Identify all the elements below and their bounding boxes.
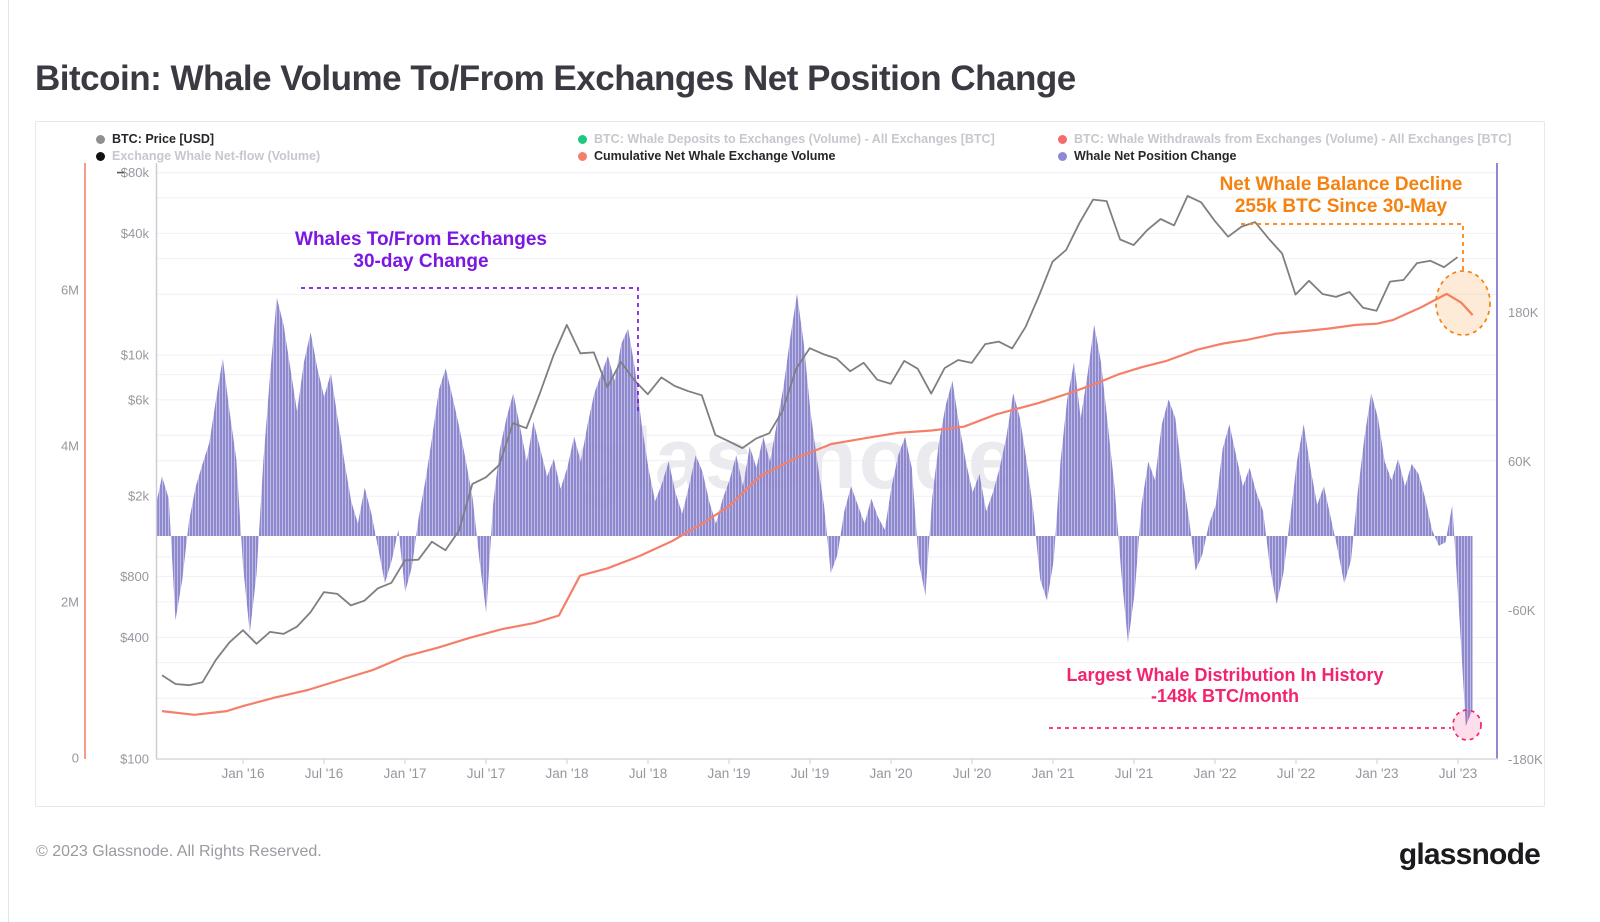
legend-item-whale-withdrawals[interactable]: BTC: Whale Withdrawals from Exchanges (V… <box>1058 131 1511 147</box>
price-axis-label: $2k <box>128 489 149 504</box>
annotation-whales-30day-change: Whales To/From Exchanges 30-day Change <box>295 229 547 274</box>
window-edge-line <box>8 0 9 922</box>
x-axis-tick-label: Jul '16 <box>305 766 344 781</box>
legend-dot <box>578 151 587 161</box>
annotation-circle-largest-whale-distribution <box>1452 709 1482 741</box>
legend-item-exchange-whale-netflow[interactable]: Exchange Whale Net-flow (Volume) <box>96 148 320 164</box>
legend-dot <box>578 134 587 144</box>
x-axis-tick-label: Jul '18 <box>629 766 668 781</box>
series-cumulative-net-whale-volume <box>161 292 1474 716</box>
x-axis-tick-label: Jan '23 <box>1355 766 1398 781</box>
legend-item-whale-deposits[interactable]: BTC: Whale Deposits to Exchanges (Volume… <box>578 131 995 147</box>
x-axis-tick-label: Jan '20 <box>869 766 912 781</box>
glassnode-logo: glassnode <box>1398 838 1541 871</box>
legend-label: Whale Net Position Change <box>1074 149 1237 163</box>
page-title: Bitcoin: Whale Volume To/From Exchanges … <box>35 59 1076 99</box>
x-axis-tick-label: Jul '23 <box>1439 766 1478 781</box>
price-axis-label: $100 <box>120 752 149 767</box>
price-axis-label: $800 <box>120 569 149 584</box>
annotation-dash-net-whale-balance-decline <box>1241 223 1464 271</box>
right-axis-label: 180K <box>1508 305 1539 320</box>
annotation-dash-whales-30day <box>301 287 639 411</box>
legend-label: Cumulative Net Whale Exchange Volume <box>594 149 836 163</box>
legend-item-cumulative-net-whale-volume[interactable]: Cumulative Net Whale Exchange Volume <box>578 148 836 164</box>
legend-item-whale-net-position-change[interactable]: Whale Net Position Change <box>1058 148 1237 164</box>
legend-dot <box>96 134 105 144</box>
annotation-largest-whale-distribution: Largest Whale Distribution In History -1… <box>1066 665 1383 707</box>
volume-axis-label: 0 <box>72 751 79 766</box>
volume-axis-label: 4M <box>61 439 79 454</box>
right-axis-label: -60K <box>1508 603 1536 618</box>
x-axis-tick-label: Jan '21 <box>1031 766 1074 781</box>
price-axis-label: $10k <box>121 348 150 363</box>
right-axis-label: -180K <box>1508 752 1543 767</box>
x-axis-tick-label: Jul '22 <box>1277 766 1316 781</box>
x-axis-tick-label: Jul '21 <box>1115 766 1154 781</box>
legend-label: BTC: Whale Deposits to Exchanges (Volume… <box>594 132 995 146</box>
price-axis-label: $80k <box>121 165 150 180</box>
annotation-line: Whales To/From Exchanges <box>295 229 547 250</box>
price-axis-label: $6k <box>128 392 149 407</box>
x-axis-tick-label: Jan '18 <box>545 766 588 781</box>
annotation-net-whale-balance-decline: Net Whale Balance Decline 255k BTC Since… <box>1220 174 1463 219</box>
legend-dot <box>1058 151 1067 161</box>
price-axis-label: $40k <box>121 226 150 241</box>
legend-dot <box>1058 134 1067 144</box>
legend-label: BTC: Whale Withdrawals from Exchanges (V… <box>1074 132 1512 146</box>
x-axis-tick-label: Jul '17 <box>467 766 506 781</box>
legend-label: Exchange Whale Net-flow (Volume) <box>112 149 321 163</box>
x-axis-tick-label: Jan '16 <box>221 766 264 781</box>
annotation-circle-net-whale-balance-decline <box>1435 270 1491 336</box>
x-axis-tick-label: Jul '20 <box>953 766 992 781</box>
annotation-line: -148k BTC/month <box>1150 686 1300 707</box>
series-whale-net-position-change <box>157 293 1473 726</box>
annotation-line: 30-day Change <box>353 251 489 273</box>
annotation-line: Largest Whale Distribution In History <box>1066 665 1384 685</box>
x-axis-tick-label: Jul '19 <box>791 766 830 781</box>
series-btc-price <box>161 194 1459 687</box>
annotation-line: Net Whale Balance Decline <box>1219 174 1463 195</box>
price-axis-label: $400 <box>120 630 149 645</box>
volume-axis-label: 2M <box>61 595 79 610</box>
legend-dot <box>96 151 105 161</box>
x-axis-tick-label: Jan '22 <box>1193 766 1236 781</box>
right-axis-label: 60K <box>1508 454 1531 469</box>
x-axis-tick-label: Jan '17 <box>383 766 426 781</box>
copyright-text: © 2023 Glassnode. All Rights Reserved. <box>36 843 322 860</box>
x-axis-tick-label: Jan '19 <box>707 766 750 781</box>
chart-panel: BTC: Price [USD] Exchange Whale Net-flow … <box>35 121 1545 807</box>
legend-label: BTC: Price [USD] <box>112 132 215 146</box>
legend-item-btc-price[interactable]: BTC: Price [USD] <box>96 131 214 147</box>
annotation-line: 255k BTC Since 30-May <box>1234 196 1448 218</box>
volume-axis-label: 6M <box>61 283 79 298</box>
